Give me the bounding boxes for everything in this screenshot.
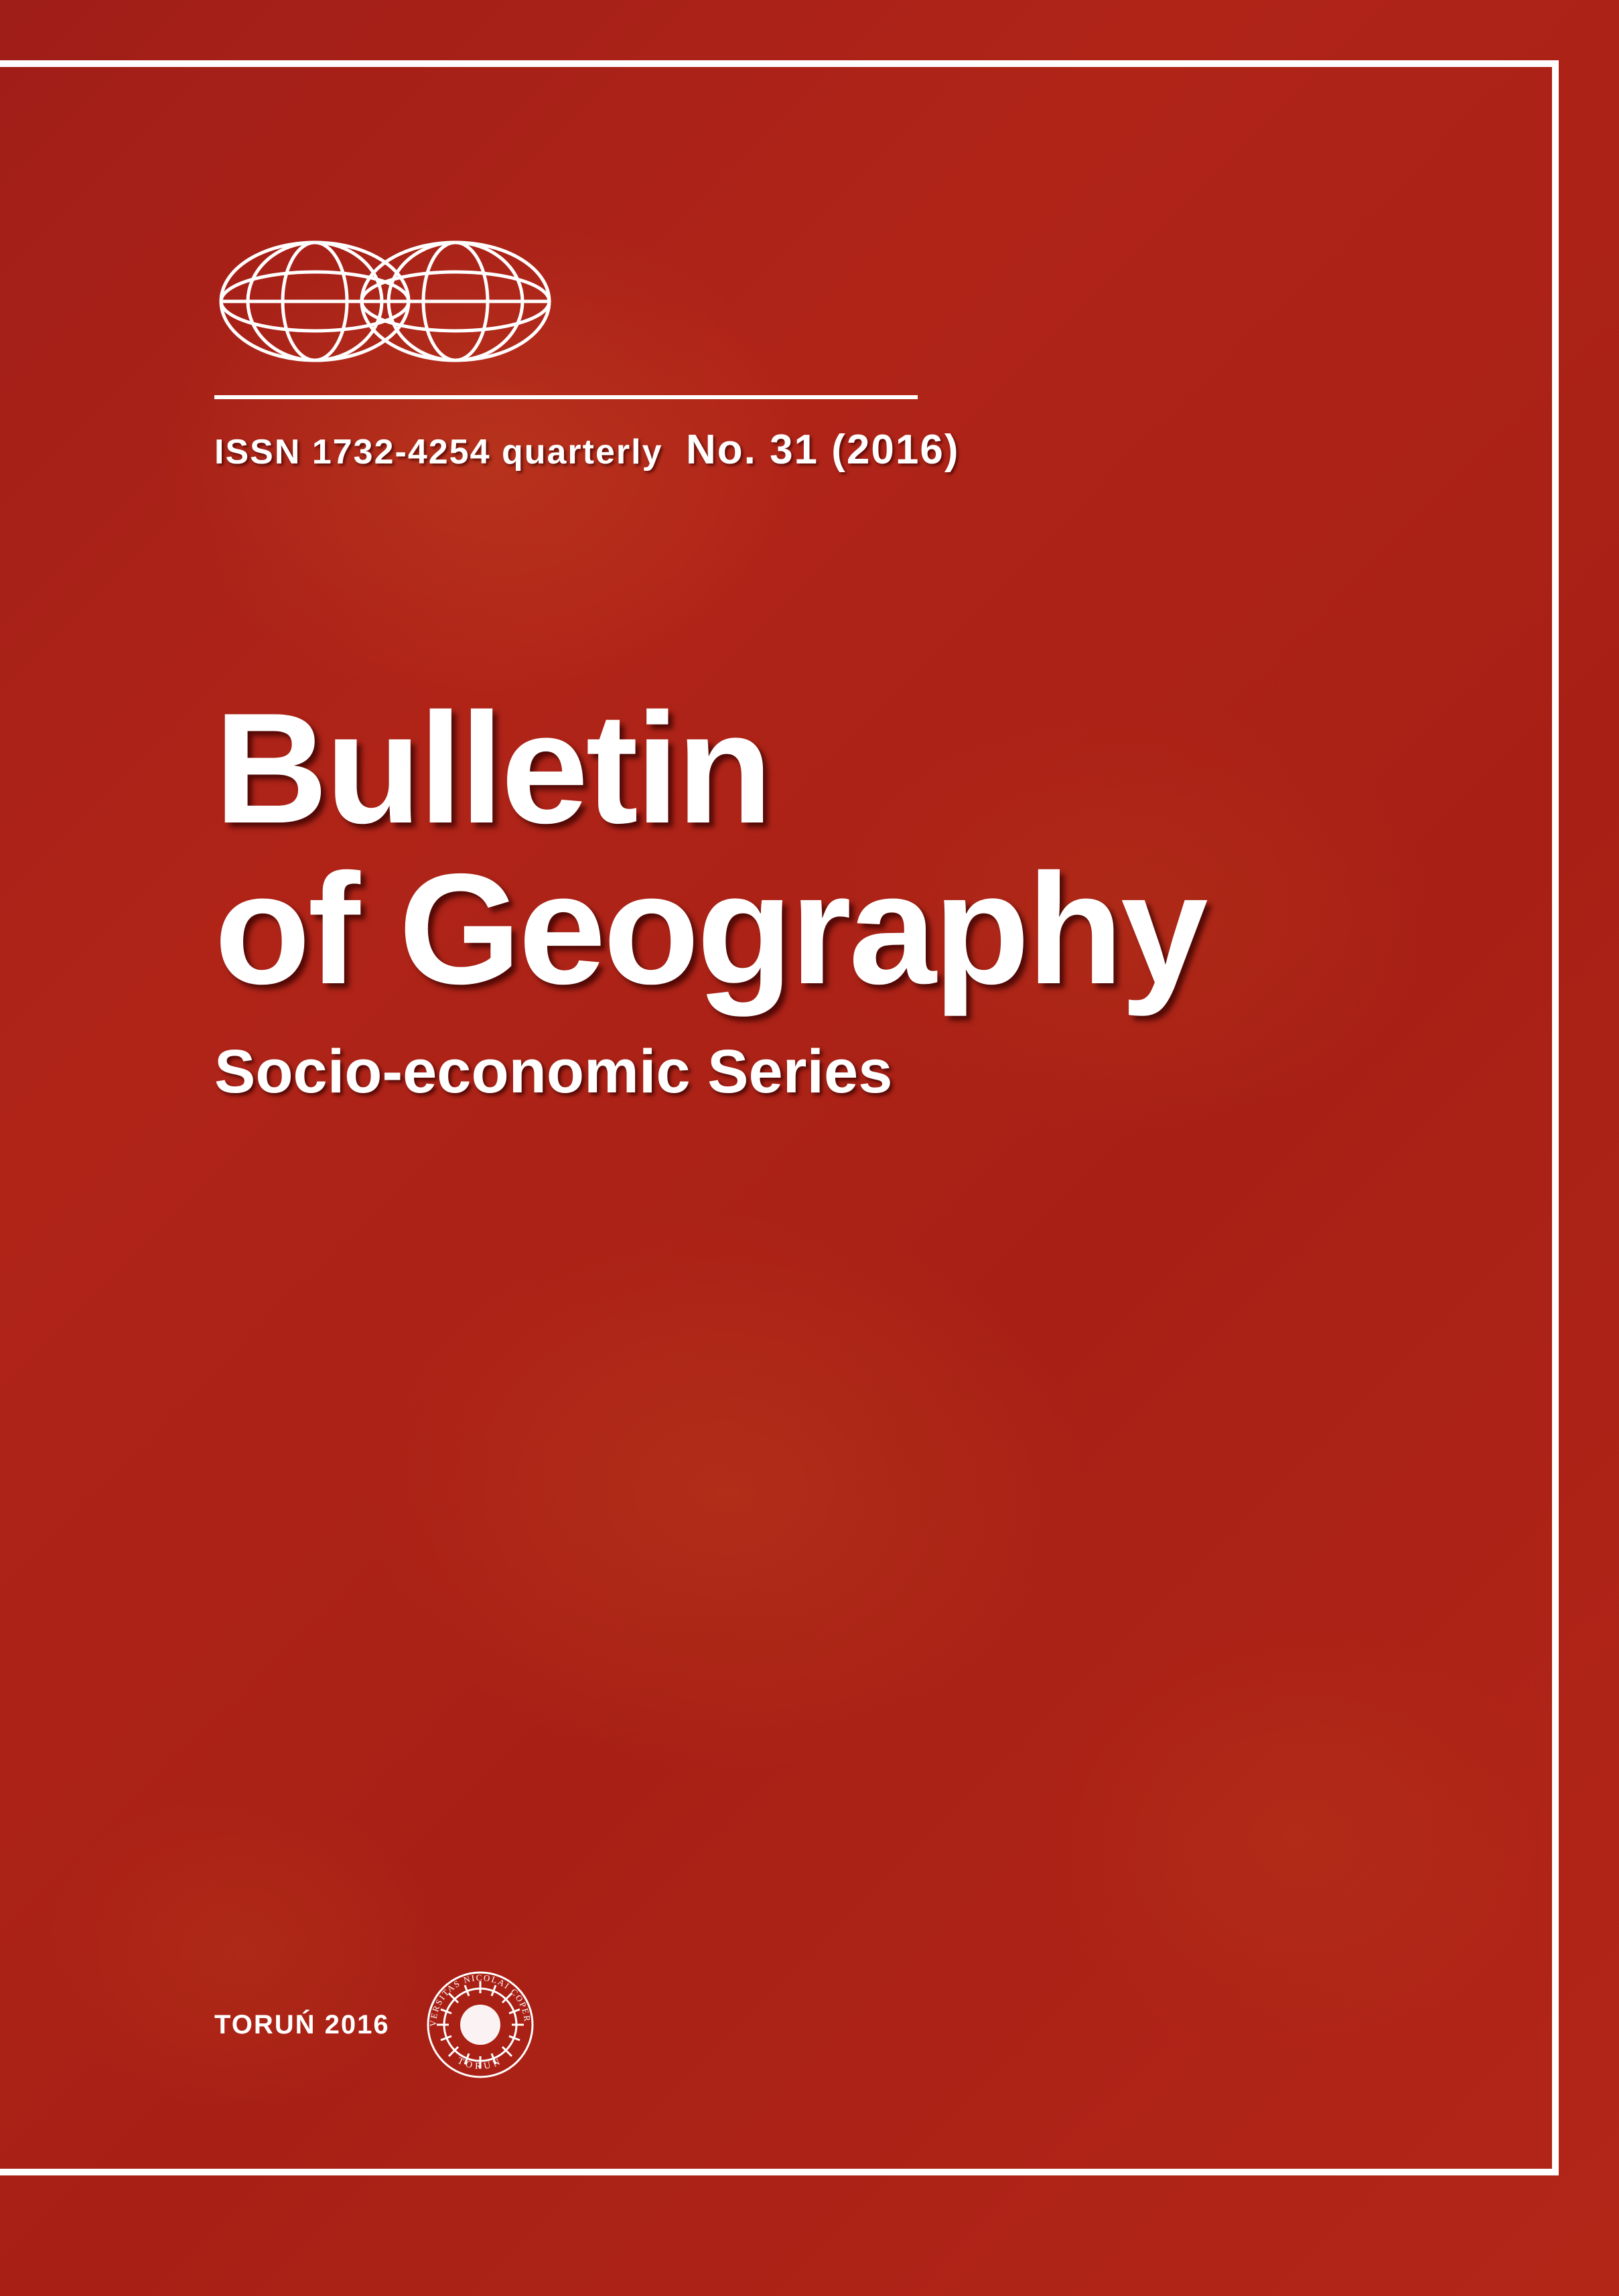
globe-icon xyxy=(214,234,563,368)
issn-number: 1732-4254 xyxy=(312,433,491,472)
issue-number: 31 xyxy=(770,427,819,473)
footer: TORUŃ 2016 xyxy=(214,1968,537,2082)
issn-label: ISSN xyxy=(214,433,301,472)
title-line-1: Bulletin xyxy=(214,688,1485,849)
university-seal: UNIVERSITAS NICOLAI COPERNICI TORUŃ xyxy=(423,1968,537,2082)
footer-place-year: TORUŃ 2016 xyxy=(214,2010,390,2040)
journal-cover: ISSN 1732-4254 quarterly No. 31 (2016) B… xyxy=(0,0,1619,2296)
double-globe-logo xyxy=(214,234,1485,368)
issue-label: No. 31 (2016) xyxy=(686,427,960,473)
frequency: quarterly xyxy=(502,433,663,472)
title-block: Bulletin of Geography Socio-economic Ser… xyxy=(214,688,1485,1107)
header-divider xyxy=(214,395,918,399)
content-block: ISSN 1732-4254 quarterly No. 31 (2016) B… xyxy=(214,234,1485,1107)
issue-year: 2016 xyxy=(847,427,944,473)
meta-line: ISSN 1732-4254 quarterly No. 31 (2016) xyxy=(214,426,1485,474)
journal-subtitle: Socio-economic Series xyxy=(214,1037,1485,1107)
seal-icon: UNIVERSITAS NICOLAI COPERNICI TORUŃ xyxy=(423,1968,537,2082)
issue-no-label: No. xyxy=(686,427,757,473)
journal-title: Bulletin of Geography xyxy=(214,688,1485,1009)
title-line-2: of Geography xyxy=(214,849,1485,1009)
